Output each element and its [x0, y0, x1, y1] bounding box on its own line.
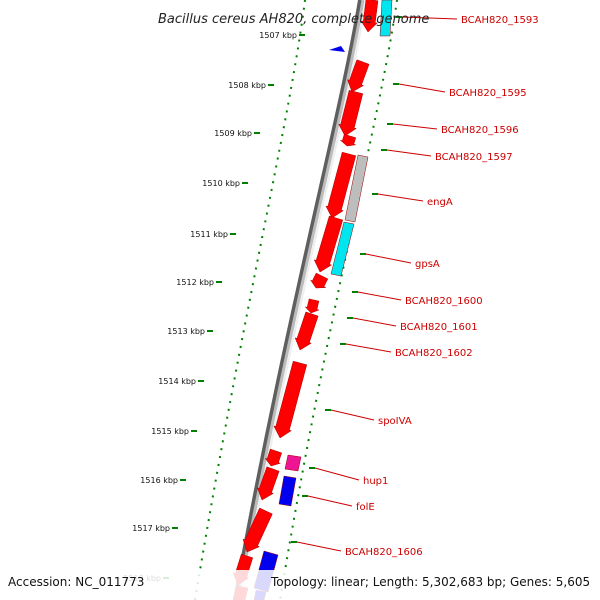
- inner-tick-ring: [194, 0, 306, 600]
- kbp-tick-label: 1516 kbp: [140, 476, 178, 485]
- label-connector: [401, 16, 458, 20]
- label-connector: [296, 541, 342, 552]
- forward-gene-arrow: [264, 448, 283, 467]
- kbp-tick-label: 1512 kbp: [176, 278, 214, 287]
- kbp-tick-label: 1507 kbp: [259, 31, 297, 40]
- label-connector: [398, 83, 446, 93]
- label-connector: [386, 149, 432, 157]
- backbone-ring: [233, 0, 362, 600]
- gene-label: BCAH820_1606: [345, 547, 423, 558]
- gray-feature: [344, 154, 369, 223]
- forward-gene-arrow: [242, 507, 273, 553]
- label-connector: [307, 495, 353, 507]
- forward-gene-arrow: [347, 59, 370, 93]
- kbp-tick-label: 1515 kbp: [151, 427, 189, 436]
- backbone-ring-highlight: [236, 0, 365, 600]
- gene-label: gpsA: [415, 259, 440, 270]
- gene-label: engA: [427, 197, 453, 208]
- label-connector-group: [291, 16, 458, 552]
- forward-gene-arrow: [310, 272, 329, 289]
- magenta-feature: [284, 454, 302, 472]
- forward-gene-arrow: [294, 311, 319, 351]
- label-connector: [357, 291, 402, 301]
- kbp-tick-label: 1508 kbp: [228, 81, 266, 90]
- label-connector: [314, 467, 360, 481]
- footer-background: [0, 570, 600, 600]
- label-connector: [330, 409, 375, 421]
- forward-gene-arrow: [340, 133, 357, 147]
- kbp-tick-group: 1507 kbp 1508 kbp 1509 kbp 1510 kbp 1511 kbp…: [123, 31, 305, 583]
- forward-gene-arrow: [256, 466, 280, 501]
- cds-feature-cyan: [379, 0, 393, 37]
- gene-label-group: BCAH820_1593 BCAH820_1595 BCAH820_1596 BCAH…: [345, 15, 539, 558]
- forward-gene-arrow: [360, 0, 379, 33]
- gene-label: BCAH820_1597: [435, 152, 513, 163]
- label-connector: [365, 253, 412, 264]
- gene-label: hup1: [363, 476, 388, 487]
- gene-label: folE: [356, 502, 375, 513]
- forward-gene-arrow: [304, 298, 320, 314]
- blue-feature: [278, 475, 297, 507]
- forward-gene-arrow: [313, 215, 344, 273]
- gene-label: BCAH820_1600: [405, 296, 483, 307]
- label-connector: [392, 123, 438, 130]
- forward-gene-arrow: [338, 89, 364, 137]
- kbp-tick-label: 1510 kbp: [202, 179, 240, 188]
- label-connector: [352, 317, 397, 327]
- kbp-tick-label: 1509 kbp: [214, 129, 252, 138]
- reverse-gene-arrow: [329, 46, 345, 52]
- cds-feature-cyan: [330, 221, 355, 277]
- gene-label: BCAH820_1602: [395, 348, 473, 359]
- kbp-tick-label: 1513 kbp: [167, 327, 205, 336]
- gene-label: spoIVA: [378, 416, 412, 427]
- gene-label: BCAH820_1595: [449, 88, 527, 99]
- kbp-tick-label: 1517 kbp: [132, 524, 170, 533]
- gene-label: BCAH820_1593: [461, 15, 539, 26]
- label-connector: [345, 343, 392, 353]
- summary-text: Topology: linear; Length: 5,302,683 bp; …: [270, 575, 590, 589]
- accession-text: Accession: NC_011773: [8, 575, 144, 589]
- kbp-tick-label: 1514 kbp: [158, 377, 196, 386]
- map-title: Bacillus cereus AH820, complete genome: [158, 12, 429, 27]
- forward-gene-arrow: [325, 151, 357, 219]
- kbp-tick-label: 1511 kbp: [190, 230, 228, 239]
- gene-label: BCAH820_1601: [400, 322, 478, 333]
- forward-gene-arrow: [273, 360, 308, 439]
- gene-label: BCAH820_1596: [441, 125, 519, 136]
- label-connector: [377, 193, 424, 202]
